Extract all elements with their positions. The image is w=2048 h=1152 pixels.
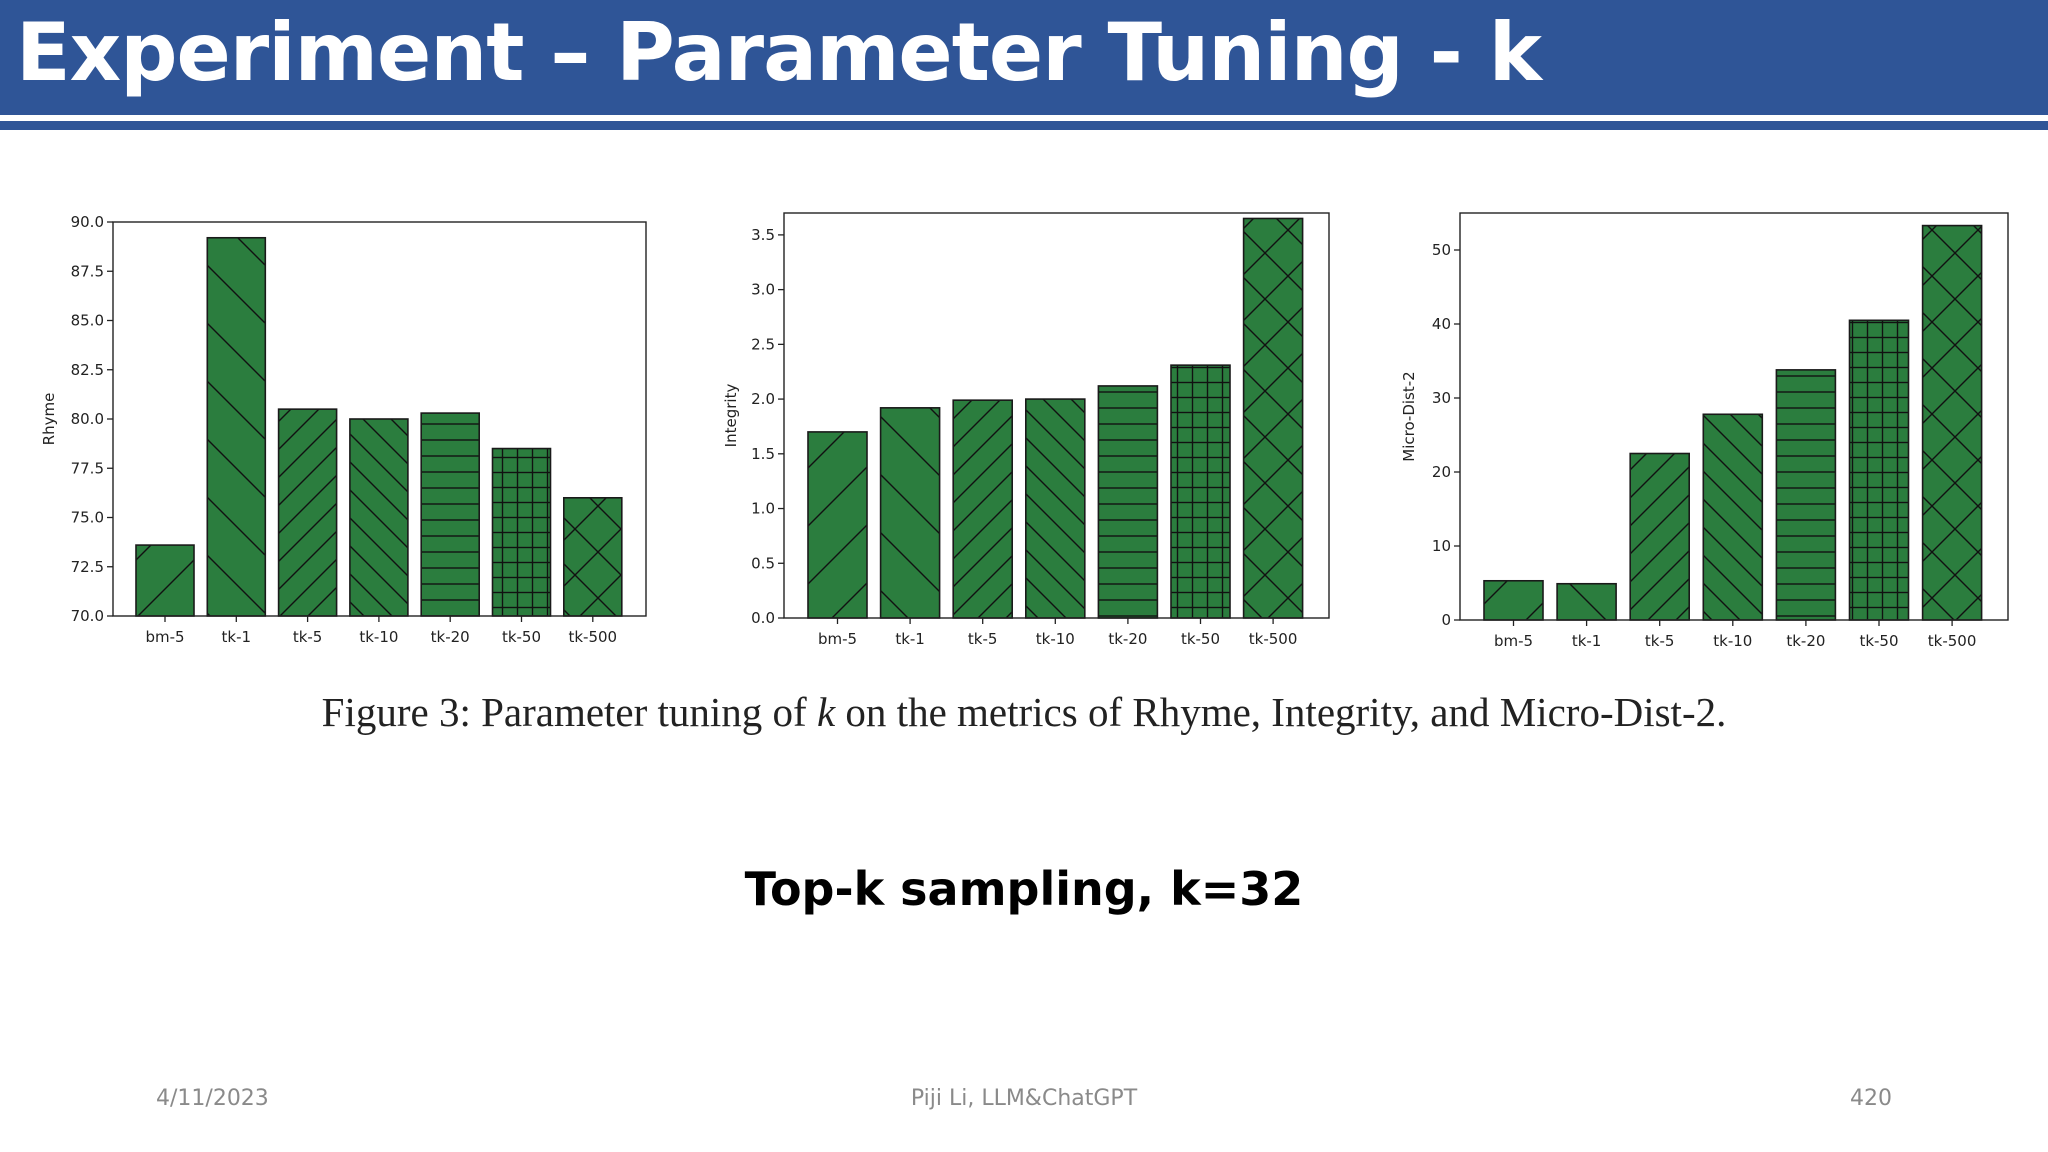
x-tick-label: tk-1 [895, 630, 925, 648]
y-tick-label: 3.5 [751, 226, 775, 244]
footer-date: 4/11/2023 [156, 1086, 269, 1111]
caption-suffix: on the metrics of Rhyme, Integrity, and … [835, 689, 1727, 735]
x-tick-label: tk-20 [1786, 632, 1825, 650]
y-tick-label: 3.0 [751, 281, 775, 299]
plot-frame [112, 221, 647, 617]
figure-charts: bm-5 tk-1 tk-5 tk-10 tk-20 tk-50 tk-50070.072.… [40, 212, 2009, 650]
x-tick-label: tk-500 [1928, 632, 1977, 650]
bar-tk-10 [1702, 413, 1764, 621]
y-tick-label: 72.5 [71, 558, 104, 576]
y-tick-label: 2.0 [751, 390, 775, 408]
x-tick-label: tk-50 [1859, 632, 1898, 650]
y-tick-label: 90.0 [71, 213, 104, 231]
x-tick-label: bm-5 [818, 630, 857, 648]
y-tick-label: 30 [1432, 389, 1451, 407]
bar-tk-50 [491, 447, 552, 617]
caption-variable: k [816, 689, 836, 735]
title-rule-white [0, 115, 2048, 121]
x-tick-label: bm-5 [1494, 632, 1533, 650]
x-tick-label: tk-10 [359, 628, 398, 646]
slide-subtitle: Top-k sampling, k=32 [744, 862, 1304, 916]
title-rule-blue [0, 121, 2048, 130]
footer-author: Piji Li, LLM&ChatGPT [910, 1086, 1138, 1111]
x-tick-label: tk-5 [1645, 632, 1675, 650]
y-tick-label: 82.5 [71, 361, 104, 379]
y-tick-label: 0.0 [751, 609, 775, 627]
x-tick-label: tk-10 [1036, 630, 1075, 648]
bar-tk-500 [1242, 217, 1304, 619]
bar-tk-500 [1921, 224, 1983, 621]
bar-bm-5 [1483, 579, 1544, 621]
y-tick-label: 1.5 [751, 445, 775, 463]
x-tick-label: tk-50 [502, 628, 541, 646]
y-axis-label: Integrity [722, 384, 740, 448]
bar-tk-1 [1556, 582, 1617, 621]
figure-caption: Figure 3: Parameter tuning of k on the m… [0, 688, 2048, 736]
y-tick-label: 20 [1432, 463, 1451, 481]
bar-tk-5 [952, 399, 1014, 619]
x-tick-label: tk-1 [1572, 632, 1602, 650]
bar-bm-5 [807, 431, 868, 619]
bar-tk-5 [1629, 452, 1690, 621]
title-bar: Experiment – Parameter Tuning - k [0, 0, 2048, 115]
y-axis-label: Micro-Dist-2 [1400, 371, 1418, 461]
x-tick-label: tk-10 [1713, 632, 1752, 650]
y-tick-label: 75.0 [71, 509, 104, 527]
x-tick-label: tk-20 [431, 628, 470, 646]
x-tick-label: tk-500 [1249, 630, 1298, 648]
bar-tk-20 [1775, 369, 1837, 621]
bar-tk-500 [562, 496, 623, 617]
slide-title: Experiment – Parameter Tuning - k [16, 6, 1542, 99]
bar-tk-10 [349, 418, 409, 617]
bar-tk-5 [277, 408, 338, 617]
y-tick-label: 0 [1441, 611, 1451, 629]
bar-tk-10 [1025, 398, 1086, 619]
y-tick-label: 80.0 [71, 410, 104, 428]
y-tick-label: 0.5 [751, 554, 775, 572]
bar-tk-50 [1170, 364, 1231, 619]
y-tick-label: 77.5 [71, 459, 104, 477]
bar-tk-20 [420, 412, 481, 617]
bar-tk-20 [1097, 385, 1159, 619]
x-tick-label: tk-20 [1108, 630, 1147, 648]
y-tick-label: 85.0 [71, 312, 104, 330]
caption-prefix: Figure 3: Parameter tuning of [321, 689, 817, 735]
footer-page-number: 420 [1850, 1086, 1892, 1111]
bar-tk-1 [879, 407, 941, 619]
chart-rhyme: bm-5 tk-1 tk-5 tk-10 tk-20 tk-50 tk-500 70.0 72.… [40, 213, 647, 646]
y-tick-label: 1.0 [751, 500, 775, 518]
bar-bm-5 [135, 544, 195, 617]
x-tick-label: bm-5 [145, 628, 184, 646]
y-tick-label: 10 [1432, 537, 1451, 555]
y-tick-label: 70.0 [71, 607, 104, 625]
y-tick-label: 40 [1432, 315, 1451, 333]
chart-micro-dist-2: bm-5 tk-1 tk-5 tk-10 tk-20 tk-50 tk-500 0 10 20 30… [1400, 212, 2009, 650]
x-tick-label: tk-50 [1181, 630, 1220, 648]
x-tick-label: tk-500 [568, 628, 617, 646]
y-tick-label: 50 [1432, 241, 1451, 259]
y-tick-label: 2.5 [751, 335, 775, 353]
plot-frame [783, 212, 1330, 619]
y-axis-label: Rhyme [40, 393, 58, 446]
y-tick-label: 87.5 [71, 262, 104, 280]
bar-tk-1 [206, 236, 267, 617]
x-tick-label: tk-1 [222, 628, 252, 646]
chart-integrity: bm-5 tk-1 tk-5 tk-10 tk-20 tk-50 tk-500 0.0 0.5 1… [722, 212, 1330, 648]
bar-tk-50 [1848, 319, 1910, 621]
x-tick-label: tk-5 [293, 628, 323, 646]
x-tick-label: tk-5 [968, 630, 998, 648]
plot-frame [1459, 212, 2009, 621]
